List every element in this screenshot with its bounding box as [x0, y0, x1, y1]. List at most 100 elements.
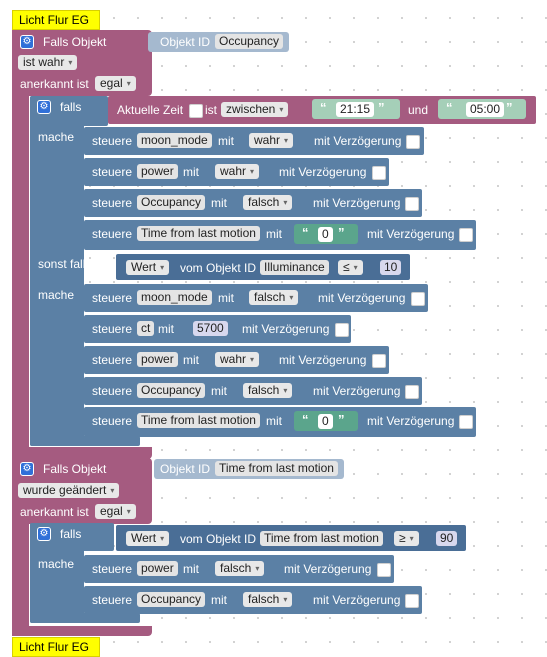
value-dropdown[interactable]: wahr ▾ — [249, 133, 294, 148]
time2-value[interactable]: 05:00 — [466, 102, 505, 117]
control-target[interactable]: power — [137, 352, 178, 367]
value-dropdown[interactable]: falsch ▾ — [249, 290, 299, 305]
value-dropdown[interactable]: falsch ▾ — [243, 383, 293, 398]
value-text: wahr — [220, 164, 247, 178]
number-value[interactable]: 5700 — [193, 321, 228, 336]
delay-checkbox[interactable] — [377, 563, 391, 577]
control-target[interactable]: Time from last motion — [137, 226, 260, 241]
control-target[interactable]: Occupancy — [137, 592, 206, 607]
sonst-falls-label: sonst falls — [38, 257, 92, 271]
value-text: falsch — [220, 561, 252, 575]
number-value[interactable]: 90 — [436, 531, 458, 546]
delay-checkbox[interactable] — [406, 135, 420, 149]
zwischen-dropdown[interactable]: zwischen ▾ — [221, 102, 289, 117]
zwischen-value: zwischen — [226, 102, 276, 116]
hat-block-bottom[interactable]: Licht Flur EG — [12, 637, 100, 657]
value-text: wahr — [254, 133, 281, 147]
ack-value: egal — [100, 504, 123, 518]
verzoegerung-label: mit Verzögerung — [318, 291, 406, 305]
close-quote-icon: ” — [338, 412, 345, 427]
mit-label: mit — [266, 414, 282, 428]
event-block-1-footer — [12, 447, 152, 459]
objekt-id-value[interactable]: Time from last motion — [260, 531, 383, 546]
operator-dropdown[interactable]: ≥ ▾ — [394, 531, 419, 546]
value-dropdown[interactable]: wahr ▾ — [215, 352, 260, 367]
verzoegerung-label: mit Verzögerung — [367, 414, 455, 428]
if-block-2-footer — [30, 613, 140, 623]
verzoegerung-label: mit Verzögerung — [242, 322, 330, 336]
falls-label: falls — [60, 527, 82, 541]
delay-checkbox[interactable] — [335, 323, 349, 337]
verzoegerung-label: mit Verzögerung — [313, 384, 401, 398]
gear-icon[interactable]: ⚙ — [20, 462, 34, 476]
control-target[interactable]: power — [137, 561, 178, 576]
open-quote-icon: “ — [302, 412, 309, 427]
steuere-label: steuere — [92, 384, 133, 398]
verzoegerung-label: mit Verzögerung — [367, 227, 455, 241]
verzoegerung-label: mit Verzögerung — [284, 562, 372, 576]
vom-objekt-label: vom Objekt ID — [180, 261, 257, 275]
delay-checkbox[interactable] — [411, 292, 425, 306]
und-label: und — [408, 103, 429, 117]
hat-block-top[interactable]: Licht Flur EG — [12, 10, 100, 30]
steuere-label: steuere — [92, 134, 133, 148]
mit-label: mit — [211, 196, 227, 210]
operator-dropdown[interactable]: ≤ ▾ — [338, 260, 363, 275]
trigger-dropdown-1[interactable]: ist wahr ▾ — [18, 55, 78, 70]
value-text: falsch — [248, 195, 280, 209]
falls-objekt-label: Falls Objekt — [43, 35, 107, 49]
anerkannt-label: anerkannt ist — [20, 505, 89, 519]
time1-value[interactable]: 21:15 — [336, 102, 375, 117]
control-target[interactable]: power — [137, 164, 178, 179]
close-quote-icon: ” — [506, 100, 513, 115]
control-target[interactable]: Occupancy — [137, 383, 206, 398]
trigger-dropdown-2[interactable]: wurde geändert ▾ — [18, 483, 120, 498]
event-block-2-spine — [12, 518, 29, 630]
wert-dropdown[interactable]: Wert ▾ — [126, 260, 170, 275]
delay-checkbox[interactable] — [405, 197, 419, 211]
ack-dropdown-2[interactable]: egal ▾ — [95, 504, 136, 519]
delay-checkbox[interactable] — [405, 594, 419, 608]
steuere-label: steuere — [92, 196, 133, 210]
value-dropdown[interactable]: falsch ▾ — [243, 195, 293, 210]
delay-checkbox[interactable] — [372, 166, 386, 180]
event-block-2-footer — [12, 626, 152, 636]
value-dropdown[interactable]: falsch ▾ — [243, 592, 293, 607]
delay-checkbox[interactable] — [372, 354, 386, 368]
objekt-id-label: Objekt ID — [160, 462, 211, 476]
gear-icon[interactable]: ⚙ — [37, 100, 51, 114]
verzoegerung-label: mit Verzögerung — [314, 134, 402, 148]
objekt-id-value[interactable]: Occupancy — [215, 34, 284, 49]
string-value[interactable]: 0 — [318, 414, 333, 429]
gear-icon[interactable]: ⚙ — [37, 527, 51, 541]
time-checkbox[interactable] — [189, 104, 203, 118]
control-target[interactable]: Occupancy — [137, 195, 206, 210]
open-quote-icon: “ — [446, 100, 453, 115]
verzoegerung-label: mit Verzögerung — [313, 196, 401, 210]
objekt-id-value[interactable]: Illuminance — [260, 260, 329, 275]
wert-dropdown[interactable]: Wert ▾ — [126, 531, 170, 546]
control-target[interactable]: ct — [137, 321, 155, 336]
steuere-label: steuere — [92, 291, 133, 305]
delay-checkbox[interactable] — [459, 228, 473, 242]
delay-checkbox[interactable] — [405, 385, 419, 399]
number-value[interactable]: 10 — [380, 260, 402, 275]
steuere-label: steuere — [92, 353, 133, 367]
steuere-label: steuere — [92, 165, 133, 179]
delay-checkbox[interactable] — [459, 415, 473, 429]
control-target[interactable]: moon_mode — [137, 290, 212, 305]
gear-icon[interactable]: ⚙ — [20, 35, 34, 49]
wert-value: Wert — [131, 260, 157, 274]
objekt-id-value[interactable]: Time from last motion — [215, 461, 338, 476]
value-dropdown[interactable]: falsch ▾ — [215, 561, 265, 576]
string-value[interactable]: 0 — [318, 227, 333, 242]
value-dropdown[interactable]: wahr ▾ — [215, 164, 260, 179]
mit-label: mit — [211, 384, 227, 398]
hat-block-label: Licht Flur EG — [19, 13, 90, 27]
open-quote-icon: “ — [302, 225, 309, 240]
ack-dropdown-1[interactable]: egal ▾ — [95, 76, 136, 91]
ist-label: ist — [205, 103, 217, 117]
steuere-label: steuere — [92, 562, 133, 576]
control-target[interactable]: Time from last motion — [137, 413, 260, 428]
control-target[interactable]: moon_mode — [137, 133, 212, 148]
